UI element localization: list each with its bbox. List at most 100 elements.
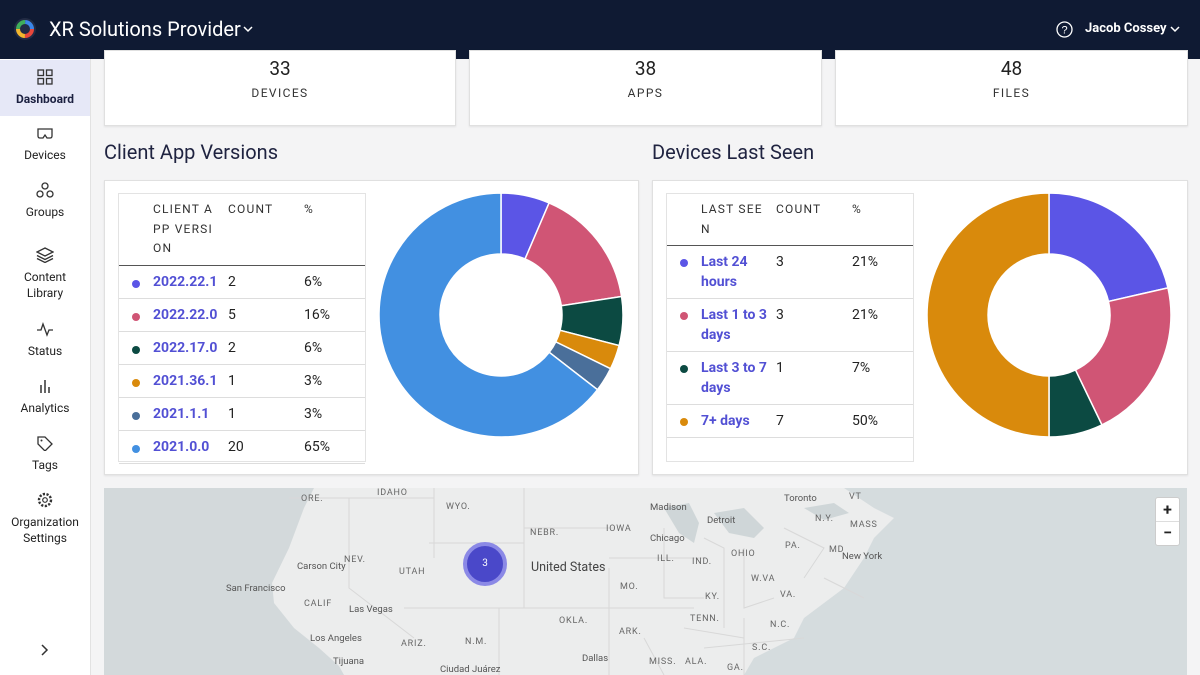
legend-dot <box>680 312 688 320</box>
count: 20 <box>228 438 244 455</box>
table-row: 7+ days 7 50% <box>667 405 913 438</box>
legend-dot <box>132 312 140 321</box>
map-label: MISS. <box>649 657 677 667</box>
map-label: Las Vegas <box>349 604 393 615</box>
row-link[interactable]: 2021.1.1 <box>153 405 210 422</box>
nav-item[interactable]: Analytics <box>0 378 90 416</box>
percent: 3% <box>304 405 323 422</box>
legend-dot <box>132 279 140 288</box>
groups-icon <box>36 182 54 198</box>
count: 5 <box>228 306 236 323</box>
table-row: 2021.1.1 1 3% <box>119 398 365 431</box>
nav-label: Analytics <box>20 401 70 415</box>
dashboard-icon <box>37 69 53 85</box>
nav-label: Groups <box>25 205 65 219</box>
map-label: IND. <box>692 557 712 567</box>
legend-dot <box>680 418 688 426</box>
column-header: % <box>304 202 314 216</box>
map-label: TENN. <box>690 614 720 624</box>
map[interactable]: 3 + − IDAHO ORE. WYO. NEBR. IOWA Madison Toron… <box>104 488 1187 675</box>
map-label: Detroit <box>707 515 736 526</box>
map-label: CALIF <box>304 599 332 609</box>
table-row: Last 1 to 3 days 3 21% <box>667 299 913 352</box>
percent: 21% <box>852 307 878 323</box>
table-row: Last 3 to 7 days 1 7% <box>667 352 913 405</box>
map-label: N.Y. <box>815 514 834 524</box>
donut-chart <box>378 192 624 438</box>
user-name[interactable]: Jacob Cossey <box>1085 21 1167 36</box>
nav-item[interactable]: Dashboard <box>0 60 90 116</box>
row-link[interactable]: 2021.36.1 <box>153 372 218 389</box>
map-label: N.C. <box>770 620 791 630</box>
row-link[interactable]: 7+ days <box>701 413 750 429</box>
nav-item[interactable]: Tags <box>0 435 90 473</box>
percent: 3% <box>304 372 323 389</box>
map-cluster[interactable] <box>463 542 507 586</box>
map-label: ORE. <box>301 494 324 504</box>
row-link[interactable]: 2021.0.0 <box>153 438 210 455</box>
logo <box>14 18 36 40</box>
cluster-count[interactable]: 3 <box>482 558 488 569</box>
nav-item[interactable]: Devices <box>0 125 90 163</box>
nav-label: Devices <box>24 148 66 162</box>
donut-slice <box>926 192 1050 438</box>
nav-item[interactable]: Status <box>0 321 90 359</box>
column-header: % <box>852 202 862 216</box>
user-dropdown-icon[interactable] <box>1170 25 1180 33</box>
map-label: VT <box>849 492 862 502</box>
row-link[interactable]: Last 3 to 7 days <box>701 360 767 396</box>
map-label: PA. <box>785 541 801 551</box>
help-icon[interactable]: ? <box>1056 21 1073 38</box>
stat-card: 33 DEVICES <box>104 50 456 126</box>
spacer <box>119 200 153 259</box>
map-label: Tijuana <box>333 656 365 667</box>
table-row: 2022.22.0 5 16% <box>119 299 365 332</box>
row-link[interactable]: 2022.22.1 <box>153 273 218 290</box>
stat-label: FILES <box>992 86 1031 100</box>
map-label: Madison <box>650 502 687 513</box>
percent: 6% <box>304 273 323 290</box>
zoom-out[interactable]: − <box>1163 523 1172 542</box>
row-link[interactable]: 2022.22.0 <box>153 306 218 323</box>
map-label: N.M. <box>465 637 488 647</box>
zoom-control: + − <box>1155 497 1180 546</box>
stat-value: 33 <box>269 57 291 80</box>
count: 1 <box>228 405 236 422</box>
top-bar: XR Solutions Provider ? Jacob Cossey <box>0 0 1200 59</box>
row-link[interactable]: 2022.17.0 <box>153 339 218 356</box>
expand-icon[interactable] <box>40 644 50 656</box>
nav-item[interactable]: Content Library <box>0 247 90 301</box>
map-label: United States <box>531 560 606 575</box>
spacer <box>667 200 701 239</box>
zoom-in[interactable]: + <box>1156 498 1179 522</box>
content-icon <box>36 247 54 263</box>
legend-dot <box>132 378 140 387</box>
legend-dot <box>132 444 140 453</box>
percent: 65% <box>304 438 330 455</box>
org-dropdown-icon[interactable] <box>243 25 253 33</box>
section-title: Client App Versions <box>104 140 279 164</box>
percent: 21% <box>852 254 878 270</box>
nav-item[interactable]: Organization Settings <box>0 492 90 546</box>
sidebar: Dashboard Devices Groups Content Library… <box>0 59 91 675</box>
map-label: Chicago <box>650 533 685 544</box>
org-title[interactable]: XR Solutions Provider <box>49 17 241 41</box>
map-label: OHIO <box>731 549 756 559</box>
map-label: KY. <box>705 592 720 602</box>
map-label: IDAHO <box>377 488 408 498</box>
stat-card: 48 FILES <box>835 50 1188 126</box>
row-link[interactable]: Last 24 hours <box>701 254 748 290</box>
map-label: WYO. <box>446 502 471 512</box>
legend-dot <box>680 365 688 373</box>
row-link[interactable]: Last 1 to 3 days <box>701 307 767 343</box>
map-label: Los Angeles <box>310 633 362 644</box>
nav-item[interactable]: Groups <box>0 182 90 220</box>
map-label: W.VA <box>751 574 776 584</box>
count: 2 <box>228 339 236 356</box>
status-icon <box>37 322 53 337</box>
map-label: NEBR. <box>530 528 560 538</box>
count: 3 <box>776 307 784 323</box>
map-label: UTAH <box>399 567 426 577</box>
map-label: OKLA. <box>559 616 589 626</box>
map-label: ALA. <box>685 657 708 667</box>
